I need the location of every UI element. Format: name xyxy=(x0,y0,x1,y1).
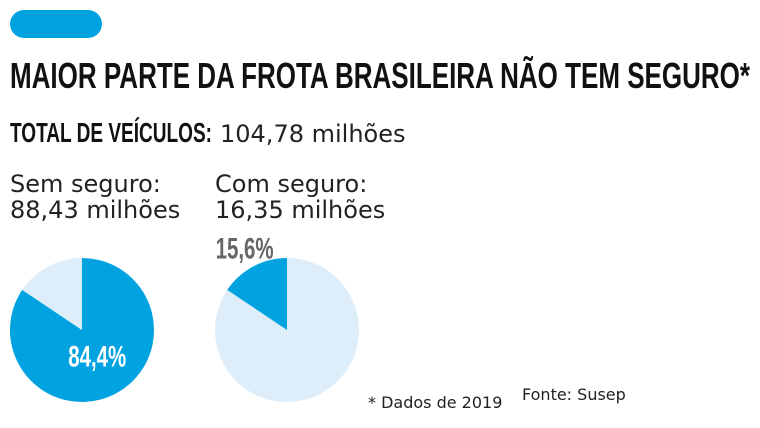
slice-label: 15,6% xyxy=(216,233,274,266)
total-label: TOTAL DE VEÍCULOS: xyxy=(10,117,212,148)
title: MAIOR PARTE DA FROTA BRASILEIRA NÃO TEM … xyxy=(10,54,750,96)
pie-slice xyxy=(227,258,287,330)
source: Fonte: Susep xyxy=(522,385,626,404)
pie-subtitle: 16,35 milhões xyxy=(215,196,385,224)
slice-label: 84,4% xyxy=(68,341,126,374)
pie-title: Com seguro: xyxy=(215,170,367,198)
pie-title: Sem seguro: xyxy=(10,170,161,198)
pie-subtitle: 88,43 milhões xyxy=(10,196,180,224)
tag-pill xyxy=(10,10,102,38)
pie-slice xyxy=(22,258,82,330)
pie-slice xyxy=(10,258,155,403)
total-value: 104,78 milhões xyxy=(220,120,405,148)
note: * Dados de 2019 xyxy=(368,393,502,412)
